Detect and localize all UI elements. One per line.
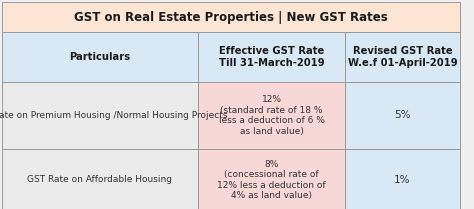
Bar xyxy=(2,149,198,209)
Bar xyxy=(345,82,460,149)
Bar xyxy=(345,149,460,209)
Bar xyxy=(2,32,198,82)
Text: Particulars: Particulars xyxy=(69,52,130,62)
Text: 8%
(concessional rate of
12% less a deduction of
4% as land value): 8% (concessional rate of 12% less a dedu… xyxy=(217,160,326,200)
Text: Effective GST Rate
Till 31-March-2019: Effective GST Rate Till 31-March-2019 xyxy=(219,46,324,68)
Text: 12%
(standard rate of 18 %
less a deduction of 6 %
as land value): 12% (standard rate of 18 % less a deduct… xyxy=(219,95,324,136)
Bar xyxy=(198,82,345,149)
Text: 5%: 5% xyxy=(394,111,411,121)
Text: GST Rate on Affordable Housing: GST Rate on Affordable Housing xyxy=(27,176,173,185)
Bar xyxy=(2,82,198,149)
Text: GST on Real Estate Properties | New GST Rates: GST on Real Estate Properties | New GST … xyxy=(74,10,388,23)
Text: GST Rate on Premium Housing /Normal Housing Projects: GST Rate on Premium Housing /Normal Hous… xyxy=(0,111,228,120)
Bar xyxy=(2,2,460,32)
Text: Revised GST Rate
W.e.f 01-April-2019: Revised GST Rate W.e.f 01-April-2019 xyxy=(348,46,457,68)
Text: 1%: 1% xyxy=(394,175,411,185)
Bar xyxy=(198,32,345,82)
Bar xyxy=(198,149,345,209)
Bar xyxy=(345,32,460,82)
